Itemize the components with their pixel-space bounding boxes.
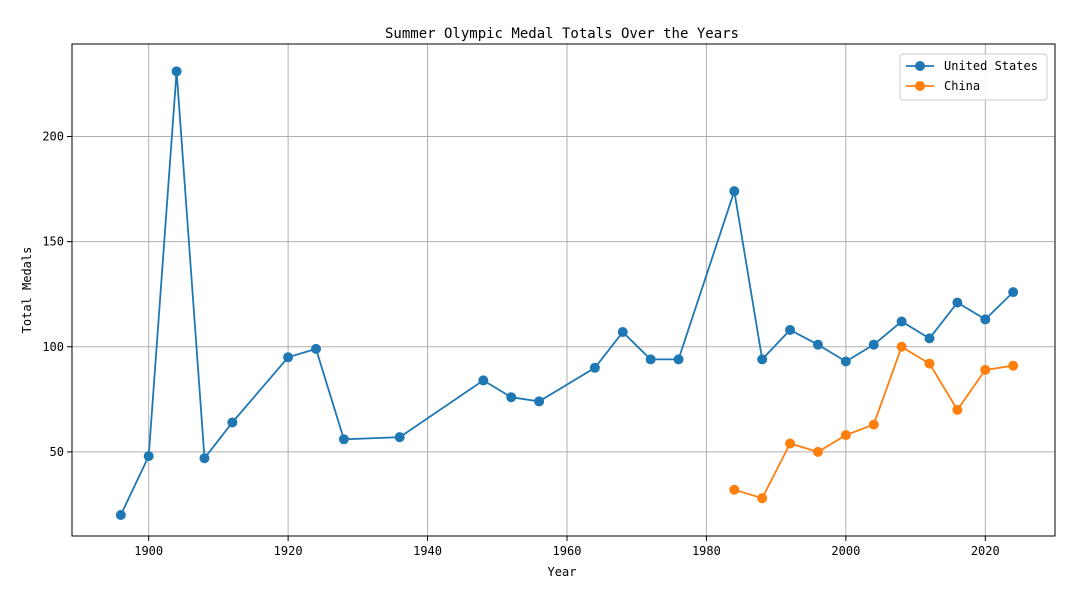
legend-label-united-states: United States <box>944 59 1038 73</box>
x-tick-label: 1920 <box>274 544 303 558</box>
y-tick-label: 150 <box>42 235 64 249</box>
data-point-united-states <box>1008 287 1019 298</box>
data-point-united-states <box>980 314 991 325</box>
x-tick-label: 1900 <box>134 544 163 558</box>
data-point-china <box>1008 360 1019 371</box>
x-tick-label: 1960 <box>553 544 582 558</box>
data-point-united-states <box>617 327 628 338</box>
data-point-united-states <box>283 352 294 363</box>
data-point-china <box>868 419 879 430</box>
data-point-united-states <box>757 354 768 365</box>
y-axis-ticks: 50 100 150 200 <box>42 130 72 459</box>
data-point-united-states <box>478 375 489 386</box>
data-point-united-states <box>311 343 322 354</box>
y-tick-label: 50 <box>50 445 64 459</box>
x-tick-label: 2020 <box>971 544 1000 558</box>
plot-area <box>115 66 1019 520</box>
data-point-united-states <box>812 339 823 350</box>
legend-box <box>899 53 1048 101</box>
chart-title: Summer Olympic Medal Totals Over the Yea… <box>385 26 739 42</box>
data-point-united-states <box>785 324 796 335</box>
data-point-china <box>840 430 851 441</box>
legend-marker-united-states <box>915 61 925 71</box>
x-tick-label: 1980 <box>692 544 721 558</box>
data-point-united-states <box>673 354 684 365</box>
data-point-united-states <box>338 434 349 445</box>
data-point-united-states <box>924 333 935 344</box>
data-point-china <box>952 404 963 415</box>
x-tick-label: 1940 <box>413 544 442 558</box>
data-point-united-states <box>534 396 545 407</box>
y-tick-label: 100 <box>42 340 64 354</box>
grid-lines <box>72 44 1055 536</box>
data-point-united-states <box>199 453 210 464</box>
data-point-united-states <box>840 356 851 367</box>
x-axis-label: Year <box>548 565 577 579</box>
data-point-united-states <box>394 432 405 443</box>
data-point-china <box>785 438 796 449</box>
data-point-china <box>812 446 823 457</box>
data-point-united-states <box>952 297 963 308</box>
data-point-united-states <box>729 186 740 197</box>
data-point-united-states <box>171 66 182 77</box>
data-point-china <box>896 341 907 352</box>
data-point-united-states <box>645 354 656 365</box>
y-tick-label: 200 <box>42 130 64 144</box>
data-point-united-states <box>506 392 517 403</box>
data-point-united-states <box>868 339 879 350</box>
plot-frame <box>71 43 1056 537</box>
legend-marker-china <box>915 81 925 91</box>
data-point-china <box>757 493 768 504</box>
data-point-united-states <box>143 451 154 462</box>
data-point-united-states <box>896 316 907 327</box>
data-point-china <box>980 364 991 375</box>
legend-label-china: China <box>944 79 980 93</box>
y-axis-label: Total Medals <box>20 247 34 334</box>
x-tick-label: 2000 <box>831 544 860 558</box>
data-point-united-states <box>589 362 600 373</box>
data-point-united-states <box>227 417 238 428</box>
data-point-china <box>924 358 935 369</box>
x-axis-ticks: 1900 1920 1940 1960 1980 2000 2020 <box>134 536 1000 558</box>
data-point-china <box>729 484 740 495</box>
legend: United States China <box>899 53 1048 101</box>
data-point-united-states <box>115 509 126 520</box>
